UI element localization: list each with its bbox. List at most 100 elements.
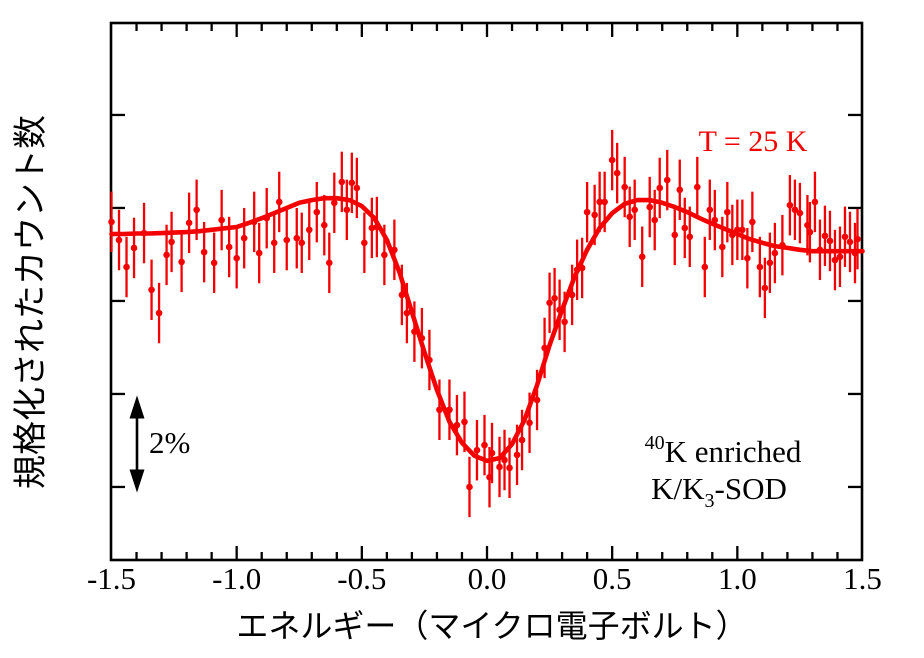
data-point	[806, 228, 814, 236]
data-point	[601, 198, 608, 206]
sample-line2-post: -SOD	[715, 471, 787, 506]
x-tick-labels: -1.5 -1.0 -0.5 0.0 0.5 1.0 1.5	[87, 561, 882, 596]
data-point	[313, 208, 321, 216]
data-point	[155, 309, 163, 317]
y-ticks	[111, 113, 862, 489]
data-point	[403, 309, 411, 317]
data-point	[771, 249, 779, 257]
data-point	[686, 233, 694, 241]
data-point	[225, 243, 233, 251]
x-axis-label: エネルギー（マイクロ電子ボルト）	[236, 608, 747, 644]
data-point	[148, 286, 155, 294]
data-point	[453, 421, 461, 429]
sample-label-line2: K/K3-SOD	[651, 471, 787, 512]
data-point	[631, 206, 638, 214]
sample-isotope-superscript: 40	[645, 432, 665, 454]
scale-bar-label: 2%	[149, 425, 190, 460]
data-point	[846, 238, 854, 246]
data-point	[361, 239, 368, 247]
data-point	[854, 235, 861, 243]
x-tick-label: 0.0	[468, 561, 507, 596]
data-point	[513, 451, 521, 459]
data-point	[701, 263, 709, 271]
temperature-label: T = 25 K	[699, 125, 808, 158]
data-point	[706, 206, 714, 214]
data-point	[436, 406, 443, 414]
data-point	[646, 203, 654, 211]
x-tick-label: 0.5	[593, 561, 632, 596]
data-point	[638, 253, 646, 261]
data-point	[178, 258, 185, 266]
data-point	[804, 221, 811, 229]
data-point	[811, 198, 819, 206]
x-tick-label: 1.5	[843, 561, 882, 596]
data-point	[325, 259, 333, 267]
data-point	[501, 456, 508, 464]
data-point	[841, 233, 849, 241]
data-point	[663, 176, 671, 184]
data-point	[275, 198, 283, 206]
data-point	[761, 284, 769, 292]
data-point	[561, 318, 568, 326]
data-point	[739, 226, 746, 234]
data-point	[596, 198, 603, 206]
data-point	[255, 249, 263, 257]
data-point	[821, 232, 829, 240]
y-axis-label: 規格化されたカウント数	[12, 115, 50, 489]
data-point	[488, 449, 496, 457]
data-point	[293, 234, 301, 242]
data-point	[466, 483, 473, 491]
data-point	[613, 169, 621, 177]
data-point	[193, 206, 200, 214]
data-point	[108, 218, 115, 226]
plot-frame	[109, 21, 864, 562]
sample-label-line1: 40K enriched	[645, 432, 802, 469]
data-point	[218, 216, 225, 224]
data-point	[626, 213, 633, 221]
data-point	[240, 234, 248, 242]
data-point	[210, 259, 218, 267]
x-tick-label: -1.5	[87, 561, 136, 596]
data-point	[676, 186, 684, 194]
data-point	[791, 206, 799, 214]
scale-bar	[129, 395, 145, 493]
data-point	[305, 226, 313, 234]
x-tick-label: -0.5	[337, 561, 386, 596]
data-point	[320, 221, 328, 229]
data-point	[343, 206, 351, 214]
fit-curve	[109, 195, 865, 464]
data-point	[796, 209, 804, 217]
sample-subscript: 3	[705, 490, 715, 512]
data-point	[608, 156, 616, 164]
data-point	[656, 184, 664, 192]
data-point	[693, 183, 701, 191]
data-point	[533, 396, 541, 404]
sample-line1-text: K enriched	[665, 434, 802, 469]
x-tick-label: 1.0	[718, 561, 757, 596]
data-point	[518, 436, 526, 444]
data-point	[546, 299, 553, 307]
data-point	[233, 254, 240, 262]
data-point	[163, 251, 170, 259]
x-tick-label: -1.0	[212, 561, 261, 596]
scale-bar-arrowhead-up	[129, 395, 145, 419]
data-point	[744, 254, 751, 262]
data-point	[831, 256, 839, 264]
data-point	[398, 291, 406, 299]
data-point	[123, 263, 130, 271]
data-point	[551, 294, 558, 302]
data-point	[330, 199, 338, 207]
data-point	[786, 201, 794, 209]
data-point	[826, 237, 834, 245]
data-point	[338, 178, 346, 186]
data-point	[756, 263, 764, 271]
data-point	[591, 211, 598, 219]
data-point	[353, 184, 361, 192]
data-point	[168, 238, 175, 246]
data-point	[486, 473, 493, 481]
data-point	[651, 216, 659, 224]
scale-bar-arrowhead-down	[129, 469, 145, 493]
sample-line2-pre: K/K	[651, 471, 705, 506]
